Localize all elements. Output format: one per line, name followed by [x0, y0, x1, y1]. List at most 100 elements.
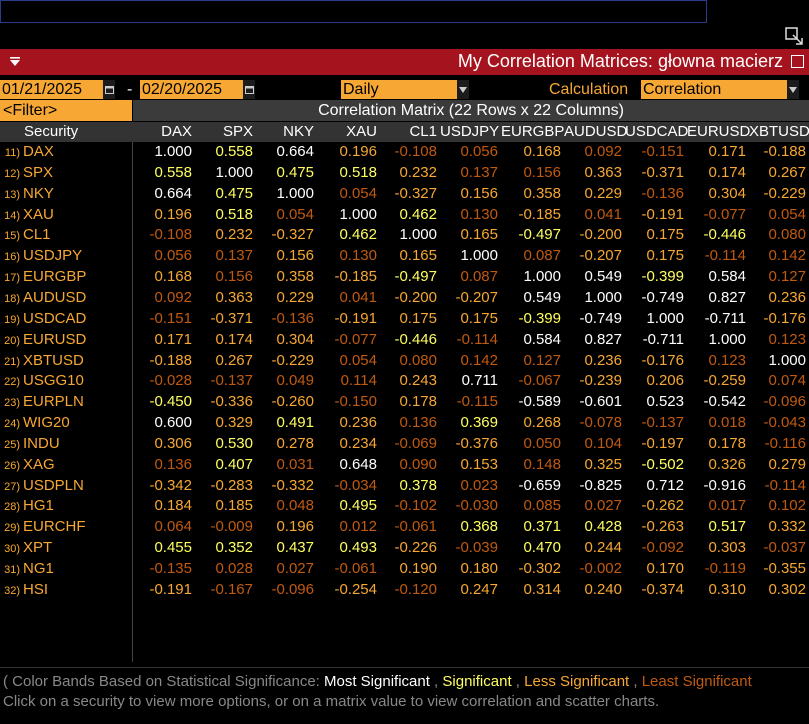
correlation-cell[interactable]: -0.188: [149, 351, 192, 369]
correlation-cell[interactable]: 1.000: [276, 184, 314, 202]
security-link-xbtusd[interactable]: XBTUSD: [23, 351, 84, 369]
correlation-cell[interactable]: 1.000: [399, 226, 437, 244]
correlation-cell[interactable]: 0.196: [276, 518, 314, 536]
correlation-cell[interactable]: -0.114: [456, 330, 498, 348]
correlation-cell[interactable]: 0.229: [584, 184, 622, 202]
correlation-cell[interactable]: 0.080: [399, 351, 437, 369]
correlation-cell[interactable]: 0.156: [460, 184, 498, 202]
correlation-cell[interactable]: 0.074: [768, 372, 806, 390]
correlation-cell[interactable]: -0.371: [641, 163, 684, 181]
correlation-cell[interactable]: -0.067: [518, 372, 561, 390]
correlation-cell[interactable]: -0.342: [149, 476, 192, 494]
command-line[interactable]: [0, 0, 707, 23]
correlation-cell[interactable]: -0.263: [641, 518, 684, 536]
correlation-cell[interactable]: -0.030: [455, 497, 498, 515]
correlation-cell[interactable]: 0.206: [646, 372, 684, 390]
column-header-audusd[interactable]: AUDUSD: [564, 123, 628, 140]
correlation-cell[interactable]: -0.136: [641, 184, 684, 202]
correlation-cell[interactable]: -0.116: [764, 434, 806, 452]
correlation-cell[interactable]: 0.236: [768, 288, 806, 306]
correlation-cell[interactable]: -0.167: [210, 580, 253, 598]
correlation-cell[interactable]: -0.191: [149, 580, 192, 598]
correlation-cell[interactable]: 0.171: [708, 143, 746, 160]
correlation-cell[interactable]: 0.092: [584, 143, 622, 160]
correlation-cell[interactable]: -0.226: [394, 539, 437, 557]
column-header-dax[interactable]: DAX: [161, 123, 192, 140]
correlation-cell[interactable]: 1.000: [215, 163, 253, 181]
correlation-cell[interactable]: 0.136: [154, 455, 192, 473]
correlation-cell[interactable]: -0.039: [455, 539, 498, 557]
correlation-cell[interactable]: 0.711: [461, 372, 498, 390]
correlation-cell[interactable]: 0.267: [768, 163, 806, 181]
security-link-usdpln[interactable]: USDPLN: [23, 476, 84, 494]
correlation-cell[interactable]: -0.034: [334, 476, 377, 494]
correlation-cell[interactable]: 0.303: [708, 539, 746, 557]
security-link-ng1[interactable]: NG1: [23, 560, 54, 577]
start-date-field[interactable]: 01/21/2025: [0, 80, 103, 99]
correlation-cell[interactable]: 1.000: [523, 268, 561, 286]
correlation-cell[interactable]: 0.470: [523, 539, 561, 557]
correlation-cell[interactable]: -0.191: [334, 309, 377, 327]
security-link-eurchf[interactable]: EURCHF: [23, 518, 86, 536]
correlation-cell[interactable]: 0.234: [339, 434, 377, 452]
correlation-cell[interactable]: 0.171: [154, 330, 192, 348]
correlation-cell[interactable]: 1.000: [460, 247, 498, 265]
correlation-cell[interactable]: -0.096: [763, 393, 806, 411]
correlation-cell[interactable]: 0.523: [646, 393, 684, 411]
correlation-cell[interactable]: 0.180: [460, 560, 498, 577]
column-header-xbtusd[interactable]: XBTUSD: [749, 123, 809, 140]
correlation-cell[interactable]: -0.096: [271, 580, 314, 598]
correlation-cell[interactable]: 0.168: [523, 143, 561, 160]
correlation-cell[interactable]: 0.104: [584, 434, 622, 452]
correlation-cell[interactable]: 0.142: [460, 351, 498, 369]
correlation-cell[interactable]: 0.475: [276, 163, 314, 181]
correlation-cell[interactable]: 0.041: [339, 288, 377, 306]
correlation-cell[interactable]: 0.236: [584, 351, 622, 369]
correlation-cell[interactable]: -0.601: [579, 393, 622, 411]
correlation-cell[interactable]: -0.092: [641, 539, 684, 557]
correlation-cell[interactable]: 0.712: [646, 476, 684, 494]
correlation-cell[interactable]: 0.306: [154, 434, 192, 452]
correlation-cell[interactable]: -0.108: [149, 226, 192, 244]
correlation-cell[interactable]: -0.589: [518, 393, 561, 411]
correlation-cell[interactable]: -0.399: [518, 309, 561, 327]
correlation-cell[interactable]: 0.142: [768, 247, 806, 265]
correlation-cell[interactable]: 0.130: [460, 205, 498, 223]
correlation-cell[interactable]: 0.178: [399, 393, 437, 411]
correlation-cell[interactable]: -0.916: [703, 476, 746, 494]
correlation-cell[interactable]: 0.278: [276, 434, 314, 452]
correlation-cell[interactable]: 0.518: [215, 205, 253, 223]
security-link-cl1[interactable]: CL1: [23, 226, 51, 244]
correlation-cell[interactable]: 0.267: [215, 351, 253, 369]
correlation-cell[interactable]: 0.332: [768, 518, 806, 536]
correlation-cell[interactable]: 0.156: [523, 163, 561, 181]
security-link-dax[interactable]: DAX: [23, 143, 54, 160]
correlation-cell[interactable]: 0.437: [276, 539, 314, 557]
correlation-cell[interactable]: -0.497: [394, 268, 437, 286]
correlation-cell[interactable]: 0.196: [339, 143, 377, 160]
menu-triangle-icon[interactable]: [5, 52, 25, 72]
correlation-cell[interactable]: 0.054: [339, 184, 377, 202]
dropdown-arrow-icon[interactable]: [787, 80, 799, 99]
correlation-cell[interactable]: -0.332: [271, 476, 314, 494]
correlation-cell[interactable]: 0.363: [584, 163, 622, 181]
security-link-usdjpy[interactable]: USDJPY: [23, 247, 83, 265]
correlation-cell[interactable]: 0.165: [460, 226, 498, 244]
correlation-cell[interactable]: -0.115: [456, 393, 498, 411]
security-link-nky[interactable]: NKY: [23, 184, 54, 202]
correlation-cell[interactable]: 0.156: [215, 268, 253, 286]
correlation-cell[interactable]: -0.114: [704, 247, 746, 265]
correlation-cell[interactable]: 0.329: [215, 414, 253, 432]
correlation-cell[interactable]: 0.326: [708, 455, 746, 473]
correlation-cell[interactable]: 0.165: [399, 247, 437, 265]
correlation-cell[interactable]: 0.018: [708, 414, 746, 432]
correlation-cell[interactable]: 0.243: [399, 372, 437, 390]
correlation-cell[interactable]: 0.491: [276, 414, 314, 432]
correlation-cell[interactable]: 0.190: [399, 560, 437, 577]
correlation-cell[interactable]: 0.027: [276, 560, 314, 577]
correlation-cell[interactable]: -0.207: [579, 247, 622, 265]
security-link-eurpln[interactable]: EURPLN: [23, 393, 84, 411]
correlation-cell[interactable]: -0.376: [455, 434, 498, 452]
correlation-cell[interactable]: -0.077: [334, 330, 377, 348]
correlation-cell[interactable]: -0.446: [394, 330, 437, 348]
